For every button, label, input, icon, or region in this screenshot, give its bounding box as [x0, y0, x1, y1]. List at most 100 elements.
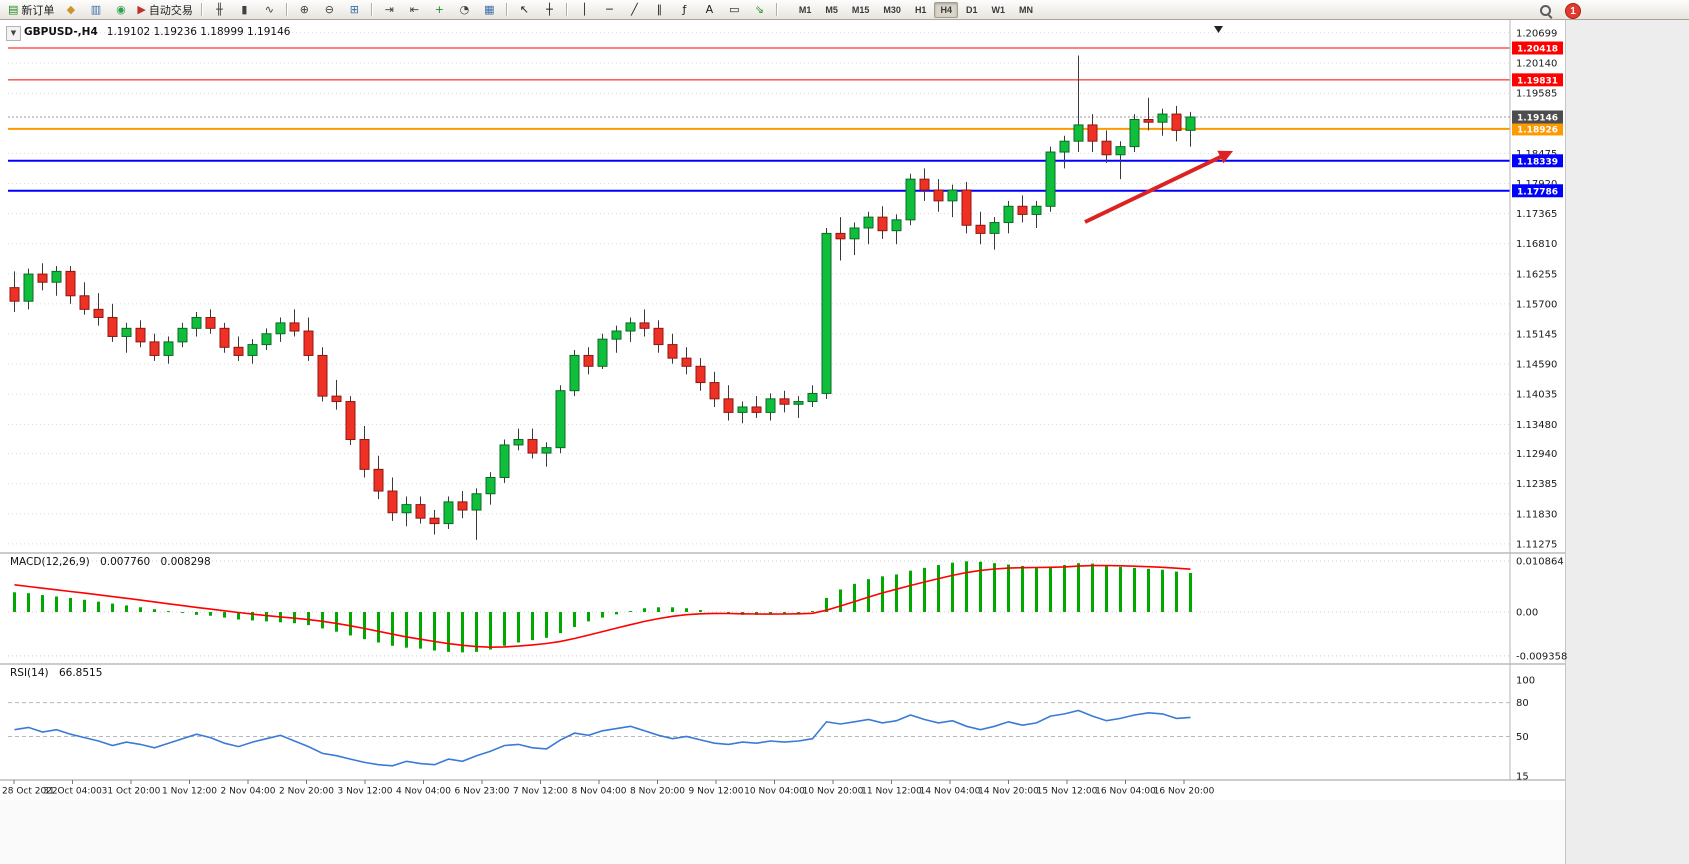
- svg-text:2 Nov 04:00: 2 Nov 04:00: [221, 787, 276, 797]
- zoom-out-button[interactable]: ⊖: [318, 1, 341, 19]
- zoom-in-button[interactable]: ⊕: [293, 1, 316, 19]
- crosshair-button[interactable]: ┼: [538, 1, 561, 19]
- svg-text:1 Nov 12:00: 1 Nov 12:00: [162, 787, 217, 797]
- svg-text:1.17365: 1.17365: [1516, 209, 1557, 220]
- rsi-name: RSI(14): [10, 667, 49, 679]
- timeframe-m15-button[interactable]: M15: [851, 4, 870, 15]
- svg-text:8 Nov 20:00: 8 Nov 20:00: [630, 787, 685, 797]
- svg-text:1.19146: 1.19146: [1517, 114, 1558, 124]
- one-click-trading-expander[interactable]: ▼: [6, 26, 21, 41]
- svg-text:1.19831: 1.19831: [1517, 76, 1558, 86]
- svg-text:1.16810: 1.16810: [1516, 239, 1557, 250]
- svg-text:10 Nov 20:00: 10 Nov 20:00: [803, 787, 864, 797]
- periods-icon: ◔: [459, 3, 470, 16]
- community-icon: ◉: [116, 3, 126, 16]
- timeframe-m1-button[interactable]: M1: [798, 4, 812, 15]
- equidistant-channel-button[interactable]: ∥: [648, 1, 671, 19]
- text-label-button[interactable]: ▭: [723, 1, 746, 19]
- market-depth-button[interactable]: ▥: [84, 1, 107, 19]
- timeframe-mn-button[interactable]: MN: [1018, 4, 1033, 15]
- search-icon[interactable]: [1540, 4, 1553, 18]
- chart-shift-marker[interactable]: [1214, 26, 1223, 33]
- rsi-panel: 100 80 50 15: [8, 676, 1535, 783]
- macd-indicator-label: MACD(12,26,9) 0.007760 0.008298: [10, 556, 211, 568]
- macd-name: MACD(12,26,9): [10, 556, 90, 568]
- svg-text:15 Nov 12:00: 15 Nov 12:00: [1037, 787, 1098, 797]
- svg-text:1.14590: 1.14590: [1516, 360, 1557, 371]
- templates-button[interactable]: ▦: [478, 1, 501, 19]
- autotrading-icon: ▶: [137, 3, 146, 16]
- toolbar-separator: [370, 3, 373, 16]
- svg-text:1.16255: 1.16255: [1516, 269, 1557, 280]
- svg-text:1.18339: 1.18339: [1517, 157, 1558, 167]
- charts-profile-icon: ◆: [66, 3, 76, 16]
- periods-button[interactable]: ◔: [453, 1, 476, 19]
- timeframe-m5-button[interactable]: M5: [825, 4, 838, 15]
- indicators-button[interactable]: +: [428, 1, 451, 19]
- auto-scroll-button[interactable]: ⇥: [378, 1, 401, 19]
- market-depth-icon: ▥: [90, 3, 102, 16]
- chart-background[interactable]: [0, 20, 1689, 864]
- horizontal-line-button[interactable]: ─: [598, 1, 621, 19]
- toolbar-separator: [285, 3, 288, 16]
- svg-text:7 Nov 12:00: 7 Nov 12:00: [513, 787, 568, 797]
- bar-chart-button[interactable]: ╫: [208, 1, 231, 19]
- line-chart-button[interactable]: ∿: [258, 1, 281, 19]
- svg-text:15: 15: [1516, 772, 1529, 783]
- timeframe-d1-button[interactable]: D1: [965, 4, 978, 15]
- trend-arrow-annotation[interactable]: [1084, 150, 1233, 224]
- svg-text:1.11830: 1.11830: [1516, 509, 1557, 520]
- svg-text:1.20418: 1.20418: [1517, 45, 1558, 55]
- candlestick-chart-button[interactable]: ▮: [233, 1, 256, 19]
- toolbar-separator: [505, 3, 508, 16]
- vertical-line-button[interactable]: │: [573, 1, 596, 19]
- auto-scroll-icon: ⇥: [384, 3, 394, 16]
- horizontal-level-lines[interactable]: [8, 47, 1510, 192]
- timeframe-m30-button[interactable]: M30: [883, 4, 901, 15]
- timeframe-w1-button[interactable]: W1: [991, 4, 1005, 15]
- timeframe-h4-button[interactable]: H4: [934, 1, 958, 18]
- text-button[interactable]: A: [698, 1, 721, 19]
- charts-profile-button[interactable]: ◆: [59, 1, 82, 19]
- svg-text:8 Nov 04:00: 8 Nov 04:00: [572, 787, 627, 797]
- zoom-in-icon: ⊕: [299, 3, 309, 16]
- templates-icon: ▦: [484, 3, 495, 16]
- panel-separators: [0, 20, 1566, 864]
- tile-windows-button[interactable]: ⊞: [343, 1, 366, 19]
- new-order-button[interactable]: ▤ 新订单: [5, 1, 57, 19]
- svg-text:31 Oct 04:00: 31 Oct 04:00: [43, 787, 102, 797]
- svg-text:1.20699: 1.20699: [1516, 28, 1557, 39]
- trendline-button[interactable]: ╱: [623, 1, 646, 19]
- svg-text:9 Nov 12:00: 9 Nov 12:00: [689, 787, 744, 797]
- svg-text:31 Oct 20:00: 31 Oct 20:00: [102, 787, 161, 797]
- text-icon: A: [705, 3, 714, 16]
- text-label-icon: ▭: [729, 3, 740, 16]
- cursor-button[interactable]: ↖: [513, 1, 536, 19]
- fibonacci-icon: ƒ: [682, 3, 687, 16]
- chart-shift-button[interactable]: ⇤: [403, 1, 426, 19]
- symbol-period-label: GBPUSD-,H4: [24, 26, 98, 38]
- toolbar-separator: [775, 3, 778, 16]
- rsi-indicator-label: RSI(14) 66.8515: [10, 667, 102, 679]
- svg-text:1.12940: 1.12940: [1516, 449, 1557, 460]
- zoom-out-icon: ⊖: [324, 3, 334, 16]
- svg-text:28 Oct 2022: 28 Oct 2022: [2, 787, 58, 797]
- svg-text:1.19585: 1.19585: [1516, 89, 1557, 100]
- horizontal-line-icon: ─: [606, 3, 613, 16]
- notification-badge[interactable]: 1: [1565, 3, 1581, 19]
- fibonacci-button[interactable]: ƒ: [673, 1, 696, 19]
- indicators-icon: +: [434, 3, 444, 16]
- community-button[interactable]: ◉: [109, 1, 132, 19]
- svg-text:14 Nov 04:00: 14 Nov 04:00: [920, 787, 981, 797]
- macd-main-value: 0.007760: [100, 556, 151, 568]
- toolbar-right-cluster: 1: [1540, 3, 1581, 19]
- arrows-button[interactable]: ⇘: [748, 1, 771, 19]
- macd-panel: 0.010864 0.00 -0.009358: [8, 556, 1567, 662]
- tile-windows-icon: ⊞: [349, 3, 359, 16]
- timeframe-h1-button[interactable]: H1: [914, 4, 927, 15]
- ohlc-values: 1.19102 1.19236 1.18999 1.19146: [106, 26, 291, 38]
- autotrading-button[interactable]: ▶ 自动交易: [134, 1, 195, 19]
- svg-text:1.18926: 1.18926: [1517, 125, 1558, 135]
